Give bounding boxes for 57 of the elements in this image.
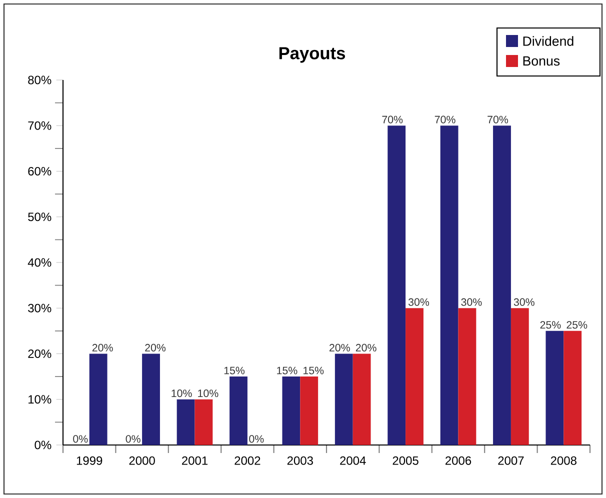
data-label: 30%: [514, 298, 534, 306]
legend-label: Bonus: [523, 56, 560, 66]
bar: [546, 330, 564, 445]
y-tick-label: 0%: [34, 440, 52, 450]
data-label: 70%: [382, 116, 403, 124]
data-label: 15%: [277, 366, 298, 374]
bar: [458, 308, 476, 445]
bar: [406, 308, 424, 445]
x-tick-label: 2002: [234, 456, 260, 465]
data-label: 10%: [198, 390, 218, 398]
chart-title: Payouts: [279, 47, 346, 63]
data-label: 0%: [126, 435, 140, 443]
data-label: 20%: [330, 344, 350, 352]
data-label: 0%: [73, 435, 88, 443]
x-tick-label: 1999: [76, 456, 102, 465]
x-tick-label: 2003: [287, 456, 313, 465]
bar: [510, 308, 529, 445]
data-label: 70%: [488, 116, 508, 124]
y-tick-label: 60%: [28, 166, 52, 176]
data-label: 20%: [145, 344, 166, 352]
y-tick-label: 50%: [28, 212, 52, 222]
data-label: 25%: [566, 321, 588, 329]
x-tick-label: 2004: [340, 456, 366, 465]
data-label: 30%: [408, 298, 430, 306]
data-label: 25%: [540, 321, 561, 329]
data-label: 20%: [356, 344, 376, 352]
y-tick-label: 10%: [28, 395, 52, 404]
y-tick-label: 40%: [28, 258, 52, 267]
x-tick-label: 2008: [550, 456, 576, 465]
data-label: 10%: [172, 390, 192, 398]
bar: [493, 126, 511, 445]
bar: [440, 126, 458, 445]
bar: [388, 126, 406, 445]
legend-label: Dividend: [523, 36, 574, 46]
bar: [230, 376, 248, 445]
y-tick-label: 80%: [28, 76, 52, 84]
data-label: 15%: [224, 366, 245, 374]
bar: [564, 330, 582, 445]
data-label: 15%: [304, 366, 324, 374]
bar: [300, 376, 318, 445]
y-tick-label: 30%: [28, 304, 52, 312]
y-tick-label: 20%: [28, 349, 52, 358]
bar: [282, 376, 300, 445]
x-tick-label: 2006: [446, 456, 472, 465]
y-tick-label: 70%: [28, 121, 52, 130]
x-tick-label: 2005: [392, 456, 418, 465]
x-tick-label: 2001: [182, 456, 208, 465]
bar: [176, 399, 195, 445]
data-label: 20%: [92, 344, 113, 352]
bar: [194, 399, 213, 445]
data-label: 70%: [434, 116, 456, 124]
x-tick-label: 2000: [129, 456, 155, 465]
x-tick-label: 2007: [498, 456, 524, 465]
bar: [352, 354, 371, 445]
data-label: 0%: [249, 435, 264, 443]
data-label: 30%: [461, 298, 482, 306]
bar: [334, 354, 353, 445]
